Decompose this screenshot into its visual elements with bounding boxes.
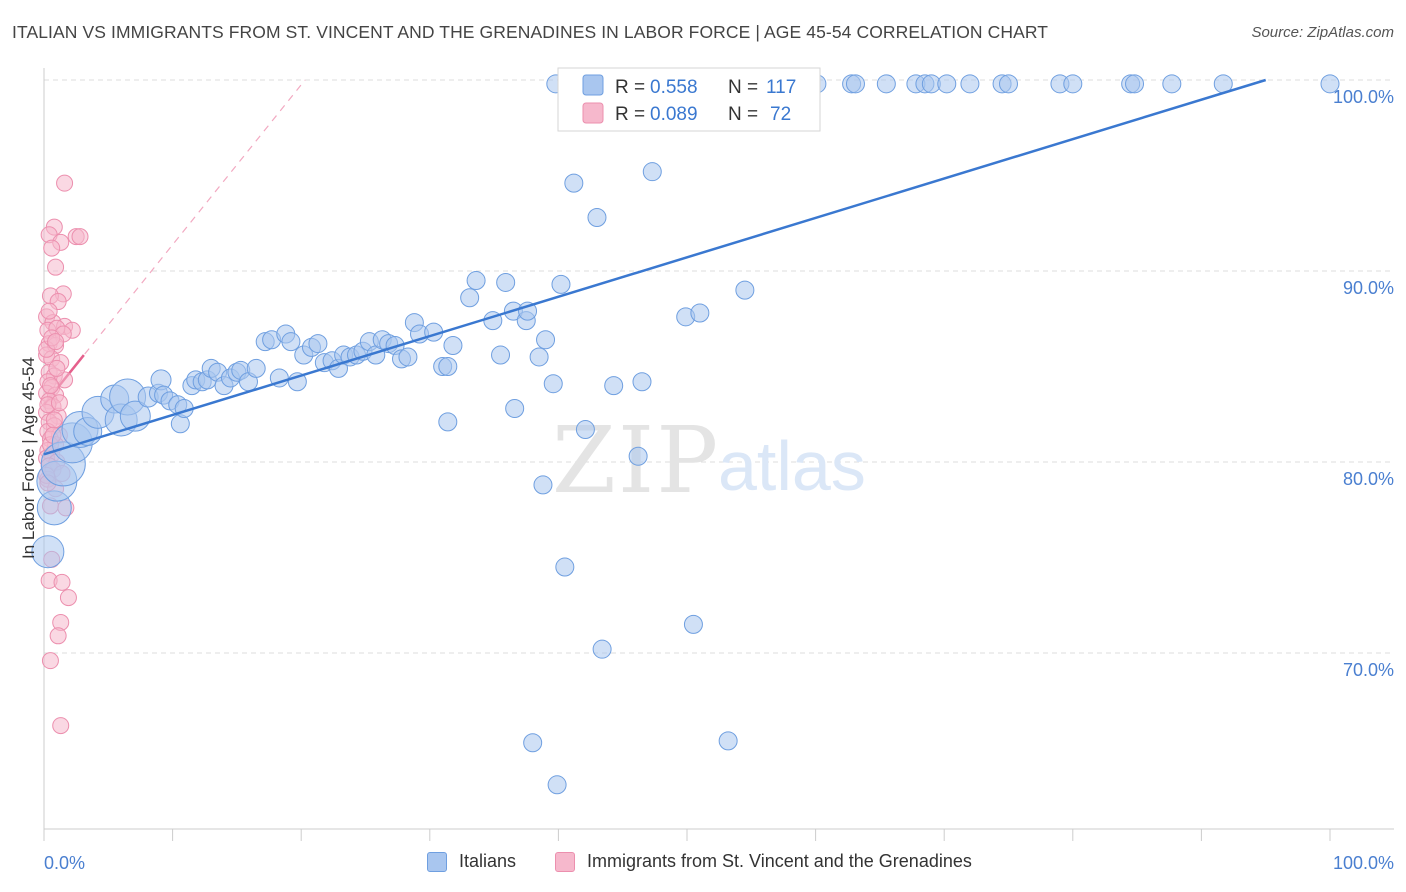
point-italians-104 <box>937 74 957 94</box>
source-credit: Source: ZipAtlas.com <box>1251 24 1394 41</box>
point-immigrants-66 <box>40 302 58 320</box>
legend-swatch-immigrants-bottom <box>555 851 575 872</box>
point-italians-61 <box>460 288 480 308</box>
legend-label-italians: Italians <box>459 851 517 871</box>
point-immigrants-54 <box>59 589 77 607</box>
point-italians-73 <box>438 412 458 432</box>
point-italians-70 <box>536 330 556 350</box>
legend-n-label-1: N = <box>728 77 763 98</box>
point-immigrants-65 <box>48 359 66 377</box>
legend-n-value-1: 117 <box>766 77 796 98</box>
bottom-legend: Italians Immigrants from St. Vincent and… <box>0 851 1406 877</box>
legend-r-label-2: R = <box>615 104 650 125</box>
point-italians-78 <box>564 173 584 193</box>
point-immigrants-70 <box>47 333 65 351</box>
x-tick-label-1: 100.0% <box>1333 853 1394 873</box>
y-tick-label-2: 80.0% <box>1343 469 1394 489</box>
point-immigrants-4 <box>71 228 89 246</box>
point-italians-75 <box>533 475 553 495</box>
legend-r-label-1: R = <box>615 77 650 98</box>
y-tick-label-1: 90.0% <box>1343 278 1394 298</box>
point-italians-112 <box>1162 74 1182 94</box>
point-italians-71 <box>543 374 563 394</box>
point-immigrants-58 <box>52 717 70 735</box>
point-italians-82 <box>604 376 624 396</box>
x-axis-tick-labels: 0.0% 100.0% <box>44 853 1394 873</box>
chart-title: ITALIAN VS IMMIGRANTS FROM ST. VINCENT A… <box>12 22 1049 42</box>
legend-label-immigrants: Immigrants from St. Vincent and the Gren… <box>587 851 972 871</box>
legend-swatch-immigrants <box>582 102 604 124</box>
point-italians-93 <box>718 731 738 751</box>
point-italians-80 <box>587 208 607 228</box>
y-axis-tick-labels: 100.0% 90.0% 80.0% 70.0% <box>1333 87 1394 680</box>
point-italians-77 <box>555 557 575 577</box>
point-immigrants-56 <box>49 627 67 645</box>
point-italians-116 <box>547 775 567 795</box>
point-italians-99 <box>845 74 865 94</box>
watermark: ZIP atlas <box>552 407 866 514</box>
x-tick-label-0: 0.0% <box>44 853 85 873</box>
point-italians-91 <box>690 303 710 323</box>
point-immigrants-7 <box>47 258 65 276</box>
legend-item-immigrants: Immigrants from St. Vincent and the Gren… <box>555 851 972 872</box>
point-italians-87 <box>642 162 662 182</box>
point-italians-60 <box>443 335 463 355</box>
point-italians-111 <box>1125 74 1145 94</box>
point-italians-79 <box>575 420 595 440</box>
legend-n-value-2: 72 <box>770 104 791 125</box>
series-italians-points <box>31 74 1340 795</box>
y-tick-label-3: 70.0% <box>1343 660 1394 680</box>
point-immigrants-71 <box>41 377 59 395</box>
legend-n-label-2: N = <box>728 104 763 125</box>
legend-r-value-1: 0.558 <box>650 77 698 98</box>
point-immigrants-57 <box>41 652 59 670</box>
point-italians-86 <box>632 372 652 392</box>
legend-r-value-2: 0.089 <box>650 104 698 125</box>
stats-legend-box: R = 0.558 N = 117 R = 0.089 N = 72 <box>557 67 821 132</box>
y-tick-label-0: 100.0% <box>1333 87 1394 107</box>
point-italians-115 <box>523 733 543 753</box>
point-italians-36 <box>281 332 301 352</box>
point-italians-0 <box>31 535 65 569</box>
point-italians-54 <box>398 347 418 367</box>
point-italians-85 <box>628 446 648 466</box>
point-italians-72 <box>551 274 571 294</box>
point-italians-65 <box>496 272 516 292</box>
point-italians-81 <box>592 639 612 659</box>
point-italians-90 <box>683 614 703 634</box>
x-axis-ticks <box>43 829 1331 841</box>
point-italians-107 <box>999 74 1018 94</box>
trend-line-immigrants-extended <box>43 79 306 406</box>
point-italians-40 <box>308 334 328 354</box>
point-immigrants-0 <box>56 174 74 192</box>
point-italians-69 <box>529 347 549 367</box>
point-italians-100 <box>876 74 896 94</box>
point-italians-114 <box>1320 74 1340 94</box>
point-immigrants-62 <box>45 411 63 429</box>
legend-item-italians: Italians <box>427 851 516 872</box>
point-immigrants-6 <box>43 239 61 257</box>
watermark-atlas: atlas <box>718 427 866 505</box>
trend-line-italians <box>43 78 1267 456</box>
point-immigrants-69 <box>50 394 68 412</box>
legend-swatch-italians <box>582 74 604 96</box>
point-italians-62 <box>466 271 486 291</box>
point-italians-105 <box>960 74 980 94</box>
point-italians-109 <box>1063 74 1083 94</box>
point-italians-74 <box>505 399 525 419</box>
point-italians-59 <box>438 357 458 376</box>
point-italians-64 <box>491 345 511 365</box>
point-italians-94 <box>735 280 755 300</box>
y-axis-label: In Labor Force | Age 45-54 <box>19 357 38 559</box>
point-immigrants-53 <box>53 573 71 591</box>
point-italians-31 <box>246 358 266 378</box>
legend-swatch-italians-bottom <box>427 851 447 872</box>
